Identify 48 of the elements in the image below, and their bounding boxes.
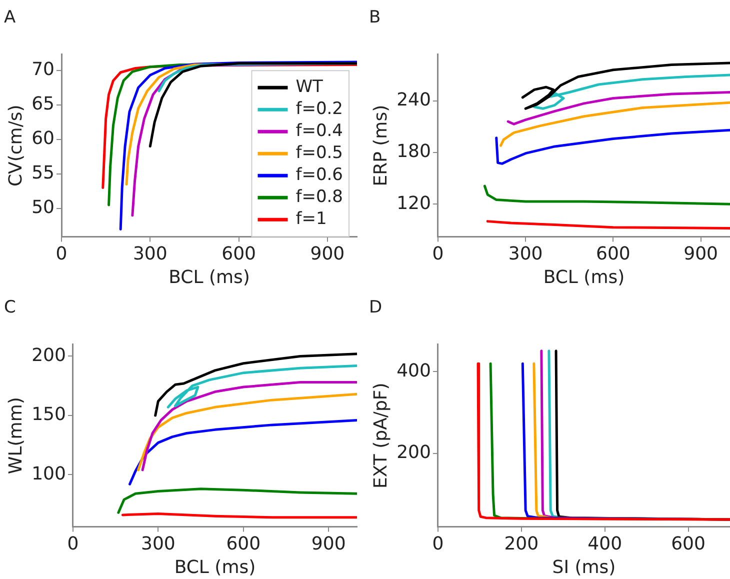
legend-label: f=0.5 [296,143,343,164]
x-tick-label: 600 [671,533,706,554]
x-tick-label: 200 [504,533,539,554]
y-tick-label: 200 [396,442,431,464]
x-tick-label: 900 [310,243,345,264]
y-axis-title: ERP (ms) [370,104,392,186]
y-tick-label: 50 [32,197,55,218]
legend-label: f=1 [296,209,327,230]
chart-title: C [4,298,16,318]
y-tick-label: 120 [396,192,431,214]
x-axis-title: BCL (ms) [543,266,625,288]
x-tick-label: 0 [56,243,68,264]
y-axis-title: EXT (pA/pF) [370,382,392,488]
y-tick-label: 180 [396,141,431,162]
y-tick-label: 70 [32,58,55,80]
x-tick-label: 600 [226,533,261,554]
x-axis-title: SI (ms) [552,556,616,578]
y-tick-label: 65 [32,94,55,115]
x-tick-label: 300 [140,533,176,554]
x-tick-label: 0 [432,243,444,264]
chart-title: B [369,8,381,28]
y-axis-title: WL(mm) [5,397,26,474]
y-tick-label: 240 [396,90,431,111]
x-axis-title: BCL (ms) [174,556,256,578]
x-tick-label: 0 [432,533,444,554]
x-tick-label: 400 [588,533,622,554]
x-tick-label: 0 [67,533,79,554]
legend-label: f=0.8 [296,187,343,208]
x-axis-title: BCL (ms) [168,266,250,288]
y-axis-title: CV(cm/s) [5,104,26,187]
legend-label: f=0.2 [296,99,343,120]
y-tick-label: 55 [32,162,55,184]
legend-label: f=0.4 [296,121,343,142]
y-tick-label: 150 [32,404,66,426]
chart-title: A [4,8,16,28]
x-tick-label: 300 [132,243,168,264]
x-tick-label: 600 [222,243,256,264]
y-tick-label: 60 [32,128,55,150]
legend-label: f=0.6 [296,165,343,186]
y-tick-label: 400 [396,360,431,382]
y-tick-label: 200 [32,344,66,366]
legend-label: WT [296,77,324,98]
x-tick-label: 900 [311,533,346,554]
chart-title: D [369,298,382,318]
x-tick-label: 300 [508,243,543,264]
x-tick-label: 600 [596,243,630,264]
x-tick-label: 900 [684,243,718,264]
y-tick-label: 100 [32,463,66,484]
